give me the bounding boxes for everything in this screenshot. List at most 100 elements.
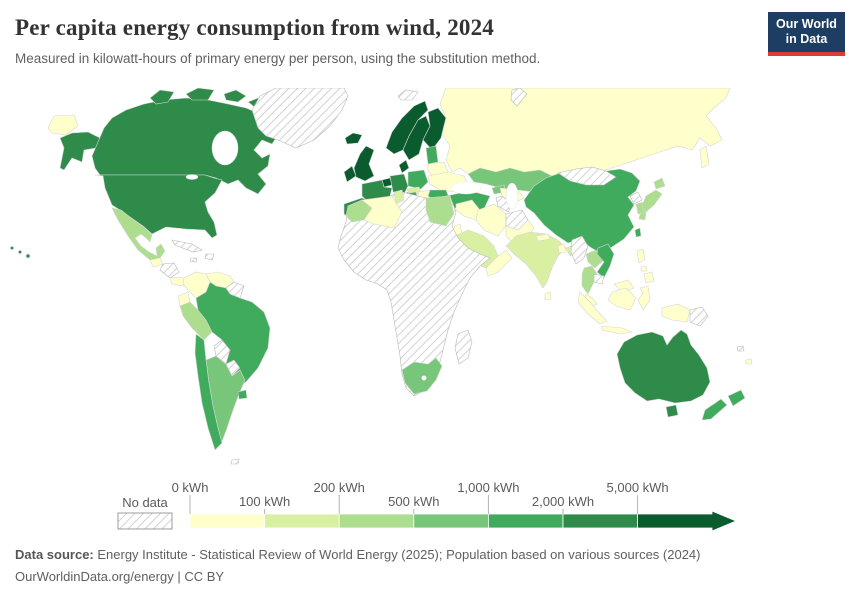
owid-link[interactable]: OurWorldinData.org/energy | CC BY [15, 569, 225, 584]
legend-tick-label: 500 kWh [388, 494, 439, 509]
data-source-text: Energy Institute - Statistical Review of… [93, 547, 701, 562]
country-vietnam[interactable] [596, 243, 615, 279]
country-japan-kyushu[interactable] [638, 211, 647, 221]
country-guatemala[interactable] [149, 257, 164, 268]
country-mongolia[interactable] [557, 166, 617, 186]
attribution-line[interactable]: OurWorldinData.org/energy | CC BY [15, 566, 815, 588]
country-canada-arctic-island[interactable] [149, 89, 175, 105]
country-japan-hokkaido[interactable] [653, 177, 666, 190]
hudson-bay [211, 130, 239, 166]
owid-logo-line2: in Data [785, 32, 828, 47]
country-south-africa[interactable] [401, 357, 443, 395]
country-united-kingdom[interactable] [353, 145, 375, 182]
country-philippines-visayas[interactable] [640, 265, 648, 272]
country-sri-lanka[interactable] [544, 291, 552, 301]
legend-bin-5[interactable] [562, 513, 638, 529]
country-jamaica[interactable] [189, 257, 198, 263]
island-pacific[interactable] [745, 358, 753, 365]
country-tasmania[interactable] [665, 404, 679, 418]
country-tunisia[interactable] [393, 189, 405, 205]
hawaii-usa[interactable] [18, 250, 22, 254]
country-canada-arctic-island[interactable] [223, 89, 247, 103]
chart-subtitle: Measured in kilowatt-hours of primary en… [15, 51, 541, 66]
country-indonesia-sumatra[interactable] [577, 291, 608, 325]
country-new-zealand-south[interactable] [701, 398, 728, 421]
country-egypt[interactable] [425, 195, 455, 227]
world-choropleth-map[interactable] [0, 88, 850, 478]
country-hispaniola[interactable] [204, 253, 215, 261]
country-iceland[interactable] [344, 132, 363, 145]
legend-bin-0[interactable] [189, 513, 265, 529]
country-papua-new-guinea[interactable] [689, 306, 709, 327]
hawaii-usa[interactable] [25, 253, 31, 259]
country-indonesia-java[interactable] [601, 325, 634, 335]
data-source-line: Data source: Energy Institute - Statisti… [15, 544, 815, 566]
great-lakes [185, 174, 199, 180]
country-philippines-luzon[interactable] [636, 248, 646, 264]
country-new-zealand-north[interactable] [727, 389, 746, 407]
country-north-korea[interactable] [629, 191, 643, 205]
country-india[interactable] [505, 231, 567, 289]
legend-bin-6-arrow[interactable] [637, 510, 738, 532]
country-myanmar[interactable] [570, 235, 589, 265]
country-nepal[interactable] [535, 233, 551, 242]
country-greenland[interactable] [251, 88, 349, 149]
country-sakhalin-russia[interactable] [699, 145, 710, 169]
country-ireland[interactable] [343, 165, 357, 183]
country-taiwan[interactable] [634, 227, 642, 238]
country-usa[interactable] [94, 174, 223, 239]
country-norway[interactable] [385, 100, 429, 155]
country-chukotka-russia[interactable] [47, 114, 79, 136]
black-sea [450, 181, 482, 195]
legend-tick-label: 1,000 kWh [457, 480, 519, 495]
page-title: Per capita energy consumption from wind,… [15, 15, 494, 40]
country-iran[interactable] [475, 203, 507, 237]
country-denmark[interactable] [398, 159, 410, 174]
country-mexico[interactable] [111, 207, 166, 261]
country-canada-arctic-island[interactable] [185, 88, 215, 101]
country-cambodia[interactable] [593, 273, 605, 285]
caspian-sea [505, 182, 519, 210]
legend-tick-label: 100 kWh [239, 494, 290, 509]
country-svalbard[interactable] [397, 89, 419, 101]
country-lesotho[interactable] [421, 375, 427, 381]
country-germany[interactable] [389, 173, 409, 195]
legend-bin-3[interactable] [413, 513, 489, 529]
country-bangladesh[interactable] [557, 243, 567, 254]
country-chile[interactable] [194, 333, 223, 451]
country-baltic-states[interactable] [425, 145, 439, 165]
legend-bin-1[interactable] [264, 513, 340, 529]
country-novaya-zemlya[interactable] [510, 88, 528, 107]
country-algeria[interactable] [361, 195, 403, 229]
legend-bin-4[interactable] [487, 513, 564, 529]
country-falklands[interactable] [230, 458, 240, 465]
country-thailand[interactable] [581, 265, 598, 295]
country-honduras-nicaragua[interactable] [159, 262, 180, 279]
map-legend: No data 0 kWh 100 kWh 200 kWh 500 kWh 1,000 k… [117, 480, 738, 532]
country-indonesia-borneo[interactable] [607, 287, 637, 311]
country-malaysia-borneo[interactable] [613, 279, 635, 293]
country-indonesia-papua[interactable] [661, 303, 691, 323]
country-yemen-oman[interactable] [485, 249, 513, 277]
data-source-label: Data source: [15, 547, 94, 562]
island-pacific[interactable] [736, 345, 745, 352]
legend-tick-label: 2,000 kWh [532, 494, 594, 509]
country-australia[interactable] [616, 329, 711, 404]
legend-bin-2[interactable] [338, 513, 415, 529]
country-philippines-mindanao[interactable] [643, 271, 655, 284]
region-africa-no-data[interactable] [337, 191, 491, 397]
country-russia[interactable] [439, 88, 731, 177]
legend-tick-label: 200 kWh [314, 480, 365, 495]
legend-tick-label: 0 kWh [172, 480, 209, 495]
legend-no-data-label: No data [122, 495, 168, 510]
country-madagascar[interactable] [454, 329, 473, 365]
country-poland[interactable] [407, 169, 429, 190]
owid-logo: Our World in Data [768, 12, 845, 56]
legend-tick-label: 5,000 kWh [607, 480, 669, 495]
hawaii-usa[interactable] [10, 246, 14, 250]
legend-no-data-swatch[interactable] [117, 512, 173, 530]
country-indonesia-sulawesi[interactable] [637, 285, 651, 311]
country-uruguay[interactable] [237, 389, 248, 400]
country-japan-honshu[interactable] [641, 189, 663, 213]
country-cuba[interactable] [171, 239, 203, 253]
